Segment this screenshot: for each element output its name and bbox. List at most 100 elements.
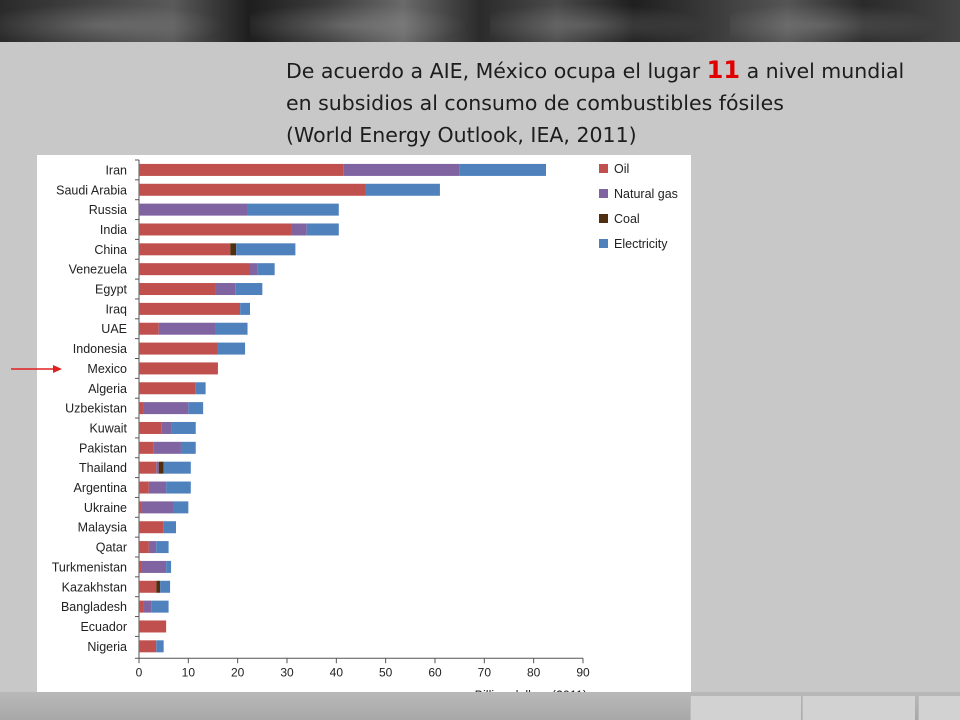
- legend-label: Electricity: [614, 237, 668, 251]
- legend-swatch: [599, 189, 608, 198]
- bar-segment-electricity: [171, 421, 196, 434]
- bar-segment-electricity: [217, 342, 246, 355]
- bar-segment-oil: [139, 640, 157, 653]
- bar-segment-coal: [158, 461, 164, 474]
- category-label: Qatar: [96, 541, 127, 555]
- x-tick-label: 30: [280, 665, 294, 679]
- category-label: Algeria: [88, 382, 127, 396]
- category-label: Russia: [89, 203, 127, 217]
- category-label: Malaysia: [78, 521, 127, 535]
- legend-label: Coal: [614, 212, 640, 226]
- bar-segment-oil: [139, 163, 344, 176]
- bar-segment-electricity: [173, 501, 189, 514]
- x-tick-label: 90: [576, 665, 590, 679]
- category-label: Mexico: [87, 362, 127, 376]
- category-label: India: [100, 223, 127, 237]
- bar-segment-natural-gas: [343, 163, 460, 176]
- bar-segment-electricity: [235, 283, 263, 296]
- bar-segment-coal: [230, 243, 237, 256]
- category-label: Bangladesh: [61, 600, 127, 614]
- bar-segment-natural-gas: [148, 481, 167, 494]
- bar-segment-coal: [156, 580, 161, 593]
- banner-image-3: [490, 0, 730, 42]
- bar-segment-electricity: [166, 481, 191, 494]
- bar-segment-oil: [139, 461, 157, 474]
- slide-title: De acuerdo a AIE, México ocupa el lugar …: [286, 54, 946, 151]
- x-tick-label: 10: [182, 665, 196, 679]
- bar-segment-oil: [139, 283, 216, 296]
- category-label: China: [94, 243, 127, 257]
- bar-segment-electricity: [166, 560, 172, 573]
- bar-segment-natural-gas: [215, 283, 236, 296]
- bar-segment-natural-gas: [143, 402, 189, 415]
- banner-image-4: [730, 0, 960, 42]
- bar-segment-oil: [139, 421, 162, 434]
- category-label: Saudi Arabia: [56, 183, 127, 197]
- x-tick-label: 0: [136, 665, 143, 679]
- bar-segment-oil: [139, 402, 144, 415]
- bar-segment-oil: [139, 600, 144, 613]
- subsidies-bar-chart: Iran Saudi Arabia Russia India China Venezuel…: [52, 159, 678, 702]
- bar-segment-oil: [139, 223, 292, 236]
- bar-segment-oil: [139, 382, 196, 395]
- category-label: Indonesia: [73, 342, 127, 356]
- bar-segment-electricity: [215, 322, 248, 335]
- x-tick-label: 60: [428, 665, 442, 679]
- x-tick-label: 80: [527, 665, 541, 679]
- bar-segment-natural-gas: [141, 501, 174, 514]
- bar-segment-oil: [139, 322, 159, 335]
- bar-segment-oil: [139, 481, 149, 494]
- category-label: Ecuador: [80, 620, 127, 634]
- category-label: Egypt: [95, 283, 127, 297]
- legend-swatch: [599, 214, 608, 223]
- bar-segment-oil: [139, 263, 250, 276]
- bar-segment-natural-gas: [158, 322, 216, 335]
- banner-image-1: [0, 0, 250, 42]
- category-label: Ukraine: [84, 501, 127, 515]
- bar-segment-electricity: [240, 302, 250, 315]
- category-label: Iraq: [105, 302, 127, 316]
- bar-segment-oil: [139, 580, 157, 593]
- bar-segment-natural-gas: [148, 541, 157, 554]
- title-text-start: De acuerdo a AIE, México ocupa el lugar: [286, 59, 707, 83]
- category-label: Turkmenistan: [52, 560, 127, 574]
- category-label: Kazakhstan: [62, 580, 127, 594]
- bar-segment-oil: [139, 362, 218, 375]
- bar-segment-natural-gas: [143, 600, 152, 613]
- bar-segment-electricity: [306, 223, 339, 236]
- x-tick-label: 20: [231, 665, 245, 679]
- mexico-pointer-arrow: [11, 365, 62, 373]
- bar-segment-oil: [139, 342, 218, 355]
- bar-segment-oil: [139, 183, 366, 196]
- category-label: Pakistan: [79, 441, 127, 455]
- bar-segment-oil: [139, 441, 154, 454]
- legend-swatch: [599, 239, 608, 248]
- bar-segment-electricity: [236, 243, 296, 256]
- category-label: Venezuela: [69, 263, 127, 277]
- legend-swatch: [599, 164, 608, 173]
- bar-segment-oil: [139, 243, 231, 256]
- bottom-tile: [918, 696, 960, 720]
- category-label: Thailand: [79, 461, 127, 475]
- banner-image-2: [250, 0, 490, 42]
- bar-segment-oil: [139, 521, 164, 534]
- rank-number: 11: [706, 56, 741, 84]
- bar-segment-electricity: [156, 640, 164, 653]
- category-label: Kuwait: [89, 421, 127, 435]
- bar-segment-oil: [139, 620, 167, 633]
- title-text-end: a nivel mundial: [740, 59, 905, 83]
- bar-segment-oil: [139, 302, 241, 315]
- category-label: Uzbekistan: [65, 402, 127, 416]
- decorative-banner: [0, 0, 960, 42]
- bar-segment-natural-gas: [156, 461, 159, 474]
- legend-label: Oil: [614, 162, 629, 176]
- x-tick-label: 40: [330, 665, 344, 679]
- bar-segment-electricity: [459, 163, 546, 176]
- bar-segment-natural-gas: [291, 223, 307, 236]
- x-tick-label: 50: [379, 665, 393, 679]
- bar-segment-electricity: [151, 600, 169, 613]
- bottom-tile: [802, 696, 915, 720]
- legend-label: Natural gas: [614, 187, 678, 201]
- bar-segment-oil: [139, 501, 142, 514]
- bar-segment-electricity: [247, 203, 339, 216]
